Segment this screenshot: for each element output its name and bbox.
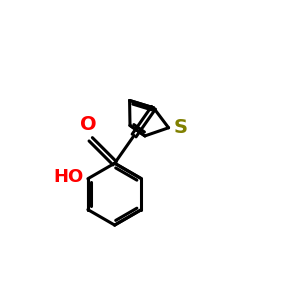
Text: O: O: [80, 115, 97, 134]
Text: HO: HO: [53, 168, 83, 186]
Text: S: S: [174, 118, 188, 137]
